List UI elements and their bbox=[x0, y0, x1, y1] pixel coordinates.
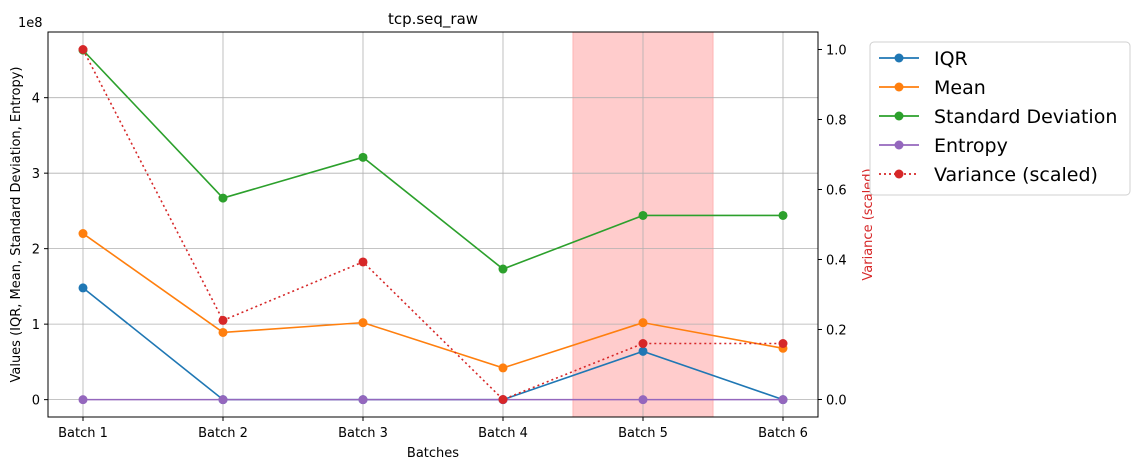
x-tick-label: Batch 3 bbox=[338, 426, 388, 441]
point-entropy bbox=[638, 395, 648, 405]
y-left-tick-label: 0 bbox=[32, 394, 40, 409]
point-variance-scaled bbox=[358, 257, 368, 267]
legend-label-iqr: IQR bbox=[934, 48, 968, 70]
y-right-tick-label: 0.0 bbox=[826, 394, 847, 409]
point-mean bbox=[358, 318, 368, 328]
y-axis-offset-label: 1e8 bbox=[18, 16, 43, 31]
legend-label-mean: Mean bbox=[934, 77, 986, 99]
legend-box bbox=[869, 41, 1131, 196]
point-standard-deviation bbox=[778, 210, 788, 220]
y-left-tick-label: 1 bbox=[32, 318, 40, 333]
point-standard-deviation bbox=[638, 210, 648, 220]
point-variance-scaled bbox=[218, 315, 228, 325]
y-axis-left-label: Values (IQR, Mean, Standard Deviation, E… bbox=[9, 66, 24, 382]
x-tick-label: Batch 5 bbox=[618, 426, 668, 441]
point-mean bbox=[218, 327, 228, 337]
legend-marker-mean bbox=[894, 82, 904, 92]
legend-marker-entropy bbox=[894, 140, 904, 150]
point-variance-scaled bbox=[778, 339, 788, 348]
point-variance-scaled bbox=[78, 45, 88, 54]
legend-marker-variance-scaled bbox=[894, 169, 904, 179]
point-entropy bbox=[358, 395, 368, 405]
point-variance-scaled bbox=[638, 339, 648, 348]
y-left-tick-label: 2 bbox=[32, 243, 40, 258]
legend-label-variance-scaled: Variance (scaled) bbox=[934, 164, 1098, 186]
x-tick-label: Batch 1 bbox=[58, 426, 108, 441]
y-right-tick-label: 0.4 bbox=[826, 254, 847, 269]
point-standard-deviation bbox=[358, 152, 368, 162]
x-tick-label: Batch 4 bbox=[478, 426, 528, 441]
x-tick-label: Batch 6 bbox=[758, 426, 808, 441]
point-standard-deviation bbox=[498, 264, 508, 274]
chart-title: tcp.seq_raw bbox=[388, 10, 478, 29]
point-mean bbox=[78, 229, 88, 239]
y-right-tick-label: 0.6 bbox=[826, 184, 847, 199]
point-iqr bbox=[78, 283, 88, 293]
point-entropy bbox=[78, 395, 88, 405]
legend-label-entropy: Entropy bbox=[934, 135, 1008, 157]
point-mean bbox=[638, 318, 648, 328]
y-axis-right-label: Variance (scaled) bbox=[861, 168, 876, 280]
y-right-tick-label: 1.0 bbox=[826, 44, 847, 59]
x-axis-label: Batches bbox=[407, 446, 459, 461]
point-entropy bbox=[218, 395, 228, 405]
legend-label-standard-deviation: Standard Deviation bbox=[934, 106, 1117, 128]
legend-marker-standard-deviation bbox=[894, 111, 904, 121]
point-standard-deviation bbox=[218, 193, 228, 203]
point-entropy bbox=[778, 395, 788, 405]
legend: IQR Mean Standard Deviation Entropy Variance… bbox=[869, 41, 1131, 196]
y-right-tick-label: 0.2 bbox=[826, 324, 847, 339]
point-mean bbox=[498, 363, 508, 373]
y-left-tick-label: 4 bbox=[32, 92, 40, 107]
series-line-mean bbox=[82, 232, 784, 369]
point-iqr bbox=[638, 346, 648, 356]
y-left-tick-label: 3 bbox=[32, 167, 40, 182]
point-variance-scaled bbox=[498, 395, 508, 404]
x-tick-label: Batch 2 bbox=[198, 426, 248, 441]
series-line-standard-deviation bbox=[82, 49, 783, 270]
legend-marker-iqr bbox=[894, 53, 904, 63]
y-right-tick-label: 0.8 bbox=[826, 114, 847, 129]
